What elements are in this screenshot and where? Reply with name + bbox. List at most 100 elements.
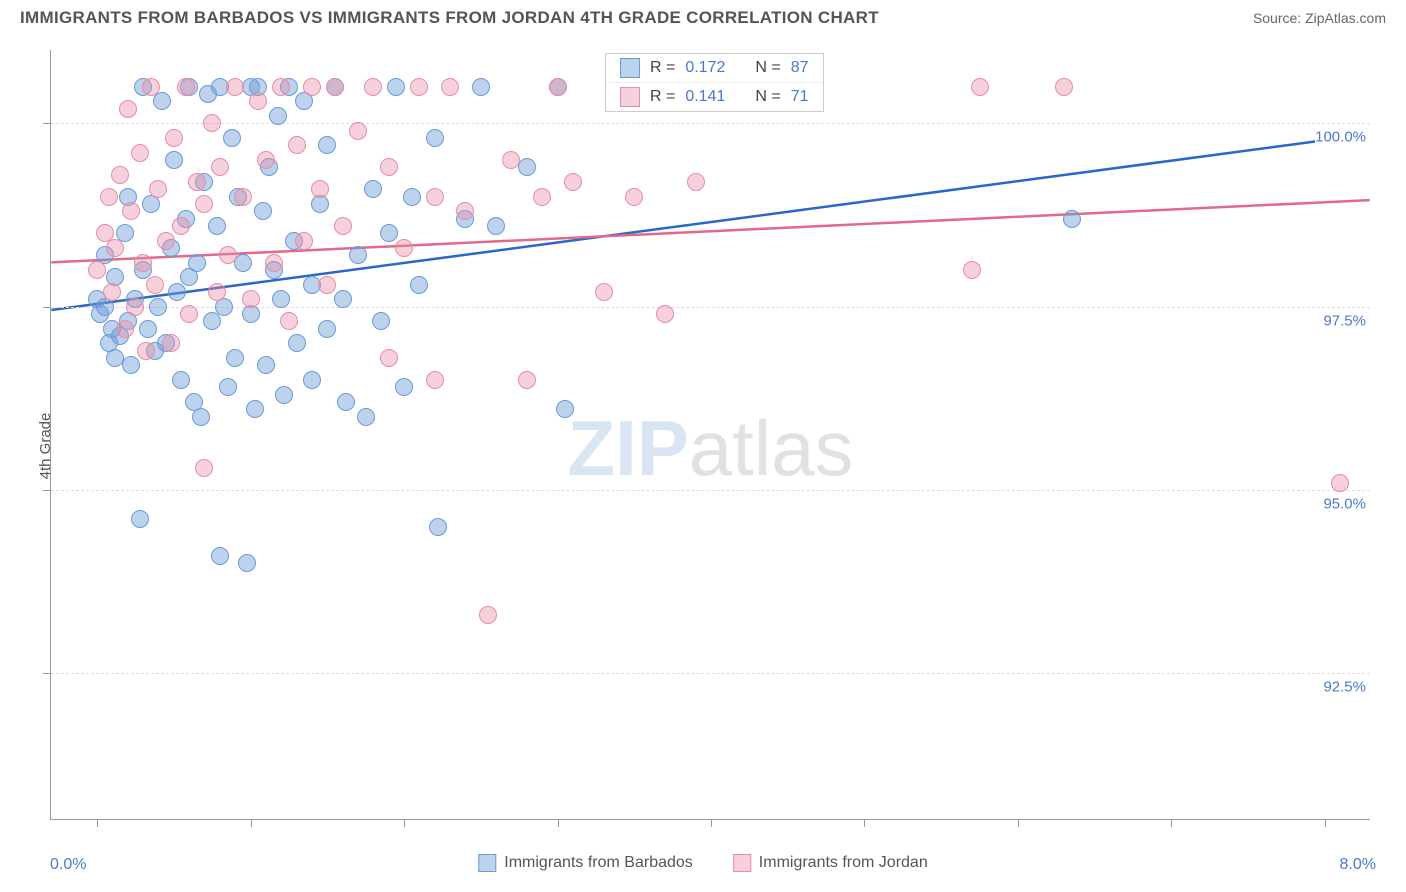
data-point — [518, 371, 536, 389]
legend-label: Immigrants from Jordan — [759, 854, 928, 872]
stat-n-value: 87 — [791, 59, 809, 77]
data-point — [238, 554, 256, 572]
data-point — [242, 290, 260, 308]
data-point — [122, 356, 140, 374]
data-point — [177, 78, 195, 96]
data-point — [126, 298, 144, 316]
data-point — [487, 217, 505, 235]
x-axis-max-label: 8.0% — [1340, 856, 1376, 874]
data-point — [410, 78, 428, 96]
data-point — [426, 129, 444, 147]
data-point — [211, 547, 229, 565]
data-point — [479, 606, 497, 624]
data-point — [180, 305, 198, 323]
trend-line — [51, 134, 1369, 310]
data-point — [564, 173, 582, 191]
y-tick-label: 92.5% — [1323, 679, 1372, 696]
data-point — [380, 158, 398, 176]
stat-r-value: 0.172 — [685, 59, 725, 77]
legend-swatch — [620, 87, 640, 107]
data-point — [208, 217, 226, 235]
data-point — [556, 400, 574, 418]
data-point — [426, 188, 444, 206]
data-point — [280, 312, 298, 330]
x-tick-mark — [711, 819, 712, 827]
data-point — [153, 92, 171, 110]
data-point — [326, 78, 344, 96]
data-point — [272, 78, 290, 96]
data-point — [257, 356, 275, 374]
stat-r-value: 0.141 — [685, 88, 725, 106]
x-tick-mark — [97, 819, 98, 827]
data-point — [188, 254, 206, 272]
data-point — [963, 261, 981, 279]
source-attribution: Source: ZipAtlas.com — [1253, 10, 1386, 26]
data-point — [254, 202, 272, 220]
y-tick-label: 97.5% — [1323, 312, 1372, 329]
y-tick-mark — [43, 673, 51, 674]
data-point — [195, 459, 213, 477]
data-point — [165, 129, 183, 147]
x-tick-mark — [251, 819, 252, 827]
data-point — [334, 217, 352, 235]
data-point — [318, 320, 336, 338]
data-point — [226, 349, 244, 367]
data-point — [337, 393, 355, 411]
data-point — [211, 158, 229, 176]
stat-n-label: N = — [755, 88, 780, 106]
data-point — [165, 151, 183, 169]
x-tick-mark — [1325, 819, 1326, 827]
data-point — [349, 122, 367, 140]
data-point — [149, 298, 167, 316]
data-point — [549, 78, 567, 96]
stat-n-value: 71 — [791, 88, 809, 106]
stat-r-label: R = — [650, 88, 675, 106]
data-point — [364, 180, 382, 198]
stat-n-label: N = — [755, 59, 780, 77]
data-point — [249, 92, 267, 110]
data-point — [219, 378, 237, 396]
data-point — [456, 202, 474, 220]
data-point — [656, 305, 674, 323]
data-point — [318, 136, 336, 154]
data-point — [1331, 474, 1349, 492]
stats-row: R = 0.141 N = 71 — [606, 82, 823, 111]
data-point — [303, 78, 321, 96]
bottom-legend: Immigrants from Barbados Immigrants from … — [478, 854, 927, 872]
data-point — [387, 78, 405, 96]
data-point — [106, 239, 124, 257]
data-point — [380, 349, 398, 367]
y-tick-label: 100.0% — [1315, 129, 1372, 146]
y-tick-mark — [43, 490, 51, 491]
trend-lines-layer — [51, 50, 1370, 819]
data-point — [172, 217, 190, 235]
data-point — [203, 312, 221, 330]
legend-label: Immigrants from Barbados — [504, 854, 693, 872]
data-point — [131, 510, 149, 528]
y-tick-mark — [43, 123, 51, 124]
data-point — [357, 408, 375, 426]
stats-row: R =0.172N =87 — [606, 54, 823, 82]
data-point — [303, 371, 321, 389]
data-point — [311, 180, 329, 198]
data-point — [119, 100, 137, 118]
data-point — [146, 276, 164, 294]
x-tick-mark — [558, 819, 559, 827]
y-tick-label: 95.0% — [1323, 496, 1372, 513]
data-point — [131, 144, 149, 162]
data-point — [288, 136, 306, 154]
data-point — [334, 290, 352, 308]
legend-swatch — [478, 854, 496, 872]
data-point — [234, 188, 252, 206]
data-point — [195, 195, 213, 213]
data-point — [625, 188, 643, 206]
data-point — [295, 232, 313, 250]
data-point — [1063, 210, 1081, 228]
data-point — [157, 232, 175, 250]
data-point — [441, 78, 459, 96]
data-point — [971, 78, 989, 96]
data-point — [533, 188, 551, 206]
chart-plot-area: ZIPatlas 92.5%95.0%97.5%100.0%R =0.172N … — [50, 50, 1370, 820]
x-tick-mark — [1171, 819, 1172, 827]
data-point — [203, 114, 221, 132]
